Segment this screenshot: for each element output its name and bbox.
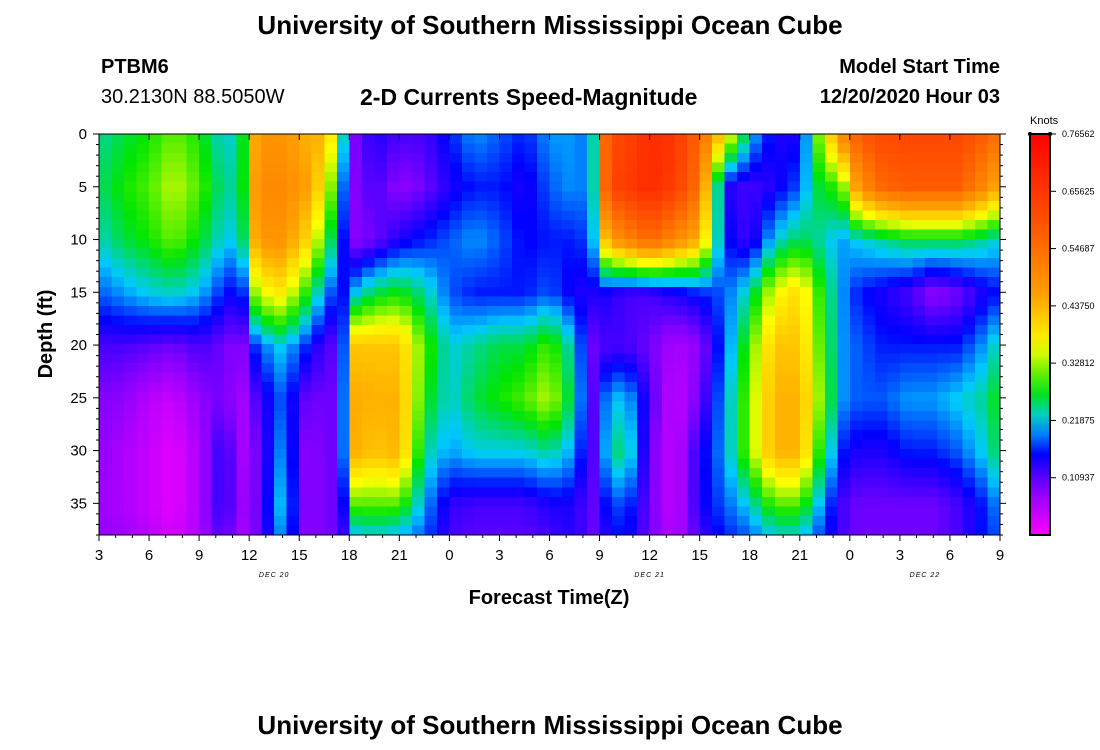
x-tick-label: 6 [545,547,553,564]
colorbar-tick-label: 0.65625 [1062,186,1095,196]
colorbar-tick-label: 0.10937 [1062,473,1095,483]
x-tick-label: 6 [145,547,153,564]
x-axis: 3 6 9 12 15 18 21 0 3 6 9 12 15 18 21 0 3 6 9 DEC 20 DEC 21 D… [95,134,1004,579]
y-axis-title: Depth (ft) [35,290,57,379]
x-tick-label: 18 [741,547,758,564]
x-tick-label: 12 [241,547,258,564]
model-start-label: Model Start Time [839,56,1000,78]
footer-title: University of Southern Mississippi Ocean… [257,710,843,740]
x-tick-label: 9 [595,547,603,564]
x-tick-label: 15 [691,547,708,564]
colorbar-tick-label: 0.32812 [1062,358,1095,368]
chart-subtitle: 2-D Currents Speed-Magnitude [360,84,698,110]
x-tick-label: 15 [291,547,308,564]
x-tick-label: 6 [946,547,954,564]
day-label: DEC 21 [634,572,665,579]
model-start-value: 12/20/2020 Hour 03 [819,86,1000,108]
y-tick-label: 10 [70,232,87,249]
colorbar-tick-label: 0.43750 [1062,301,1095,311]
page-title: University of Southern Mississippi Ocean… [257,10,843,40]
heatmap-field [99,134,1000,535]
day-label: DEC 20 [259,572,290,579]
station-id: PTBM6 [101,56,169,78]
y-tick-label: 15 [70,284,87,301]
y-tick-label: 30 [70,443,87,460]
colorbar: Knots 0.10937 0.21875 0.32812 0.43750 0.5468… [1028,115,1095,536]
day-label: DEC 22 [910,572,941,579]
x-tick-label: 3 [896,547,904,564]
x-tick-label: 0 [846,547,854,564]
colorbar-tick-label: 0.76562 [1062,129,1095,139]
x-tick-label: 12 [641,547,658,564]
colorbar-tick-label: 0.21875 [1062,415,1095,425]
x-tick-label: 21 [391,547,408,564]
y-tick-label: 35 [70,495,87,512]
x-tick-label: 9 [195,547,203,564]
x-tick-label: 21 [791,547,808,564]
x-axis-title: Forecast Time(Z) [469,587,630,609]
station-coordinates: 30.2130N 88.5050W [101,86,285,108]
x-tick-label: 9 [996,547,1004,564]
y-tick-label: 0 [79,126,87,143]
x-tick-label: 3 [495,547,503,564]
colorbar-gradient [1029,133,1051,536]
x-tick-label: 0 [445,547,453,564]
colorbar-title: Knots [1030,115,1059,127]
y-tick-label: 5 [79,179,87,196]
colorbar-tick-label: 0.54687 [1062,244,1095,254]
y-tick-label: 20 [70,337,87,354]
x-tick-label: 3 [95,547,103,564]
colorbar-corner-dot [1028,132,1032,136]
y-axis: 0 5 10 15 20 25 30 35 [70,126,1006,536]
x-tick-label: 18 [341,547,358,564]
colorbar-corner-dot [1048,132,1052,136]
y-tick-label: 25 [70,390,87,407]
